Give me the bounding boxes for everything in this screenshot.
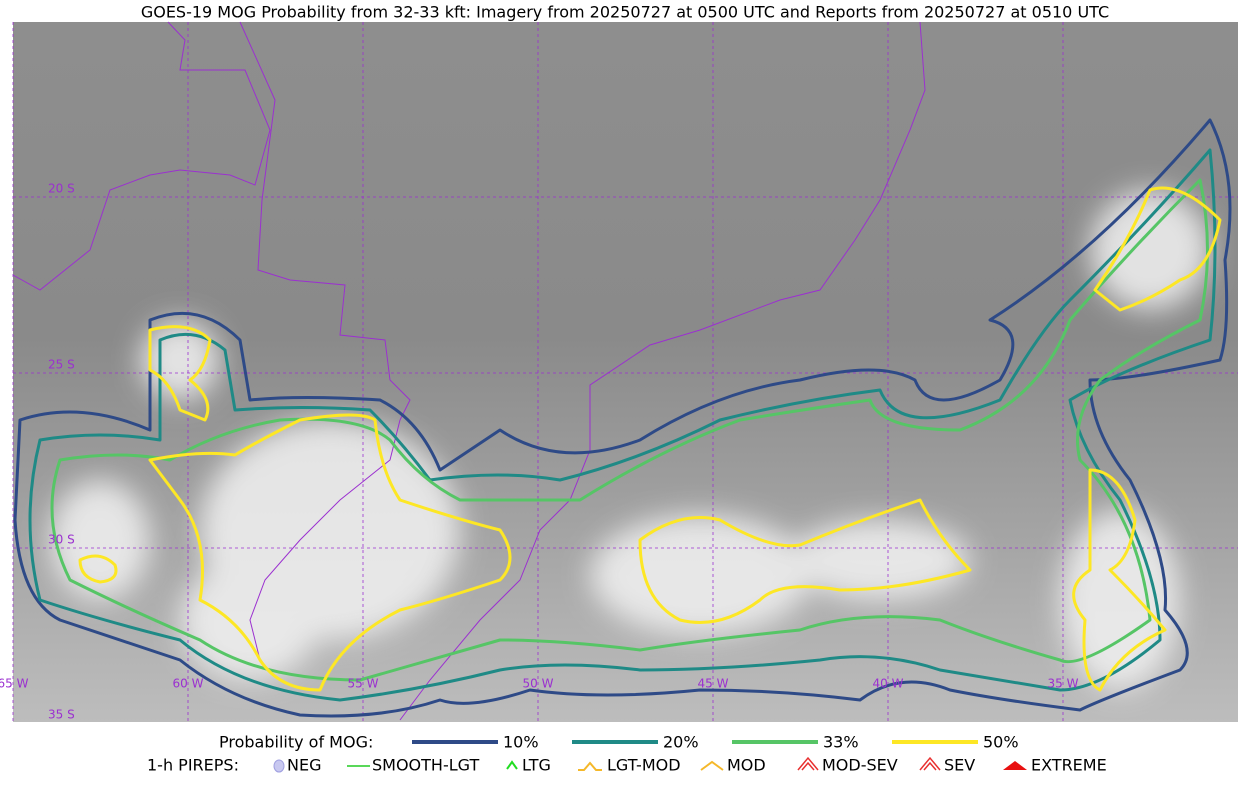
lat-label: 35 S	[48, 708, 75, 722]
lat-label: 30 S	[48, 533, 75, 547]
lon-label: 55 W	[348, 677, 379, 691]
legend-item: 33%	[823, 733, 859, 752]
legend-item: NEG	[287, 756, 321, 775]
lon-label: 65 W	[0, 677, 29, 691]
lon-label: 45 W	[698, 677, 729, 691]
lon-label: 60 W	[173, 677, 204, 691]
lon-label: 50 W	[523, 677, 554, 691]
legend-label: 1-h PIREPS:	[147, 756, 239, 775]
lat-label: 25 S	[48, 358, 75, 372]
legend-item: 10%	[503, 733, 539, 752]
legend-item: MOD-SEV	[822, 756, 898, 775]
lon-label: 40 W	[873, 677, 904, 691]
legend-item: SEV	[944, 756, 975, 775]
probability-legend: Probability of MOG: 10% 20% 33% 50%	[219, 733, 1019, 752]
legend-label: Probability of MOG:	[219, 733, 373, 752]
legend-item: SMOOTH-LGT	[372, 756, 479, 775]
legend-item: MOD	[727, 756, 766, 775]
legend-item: LGT-MOD	[607, 756, 681, 775]
legend-item: 50%	[983, 733, 1019, 752]
title: GOES-19 MOG Probability from 32-33 kft: …	[141, 3, 1109, 22]
grid-labels: 20 S 25 S 30 S 35 S 65 W 60 W 55 W 50 W …	[0, 182, 1079, 722]
pirep-legend: 1-h PIREPS: NEG SMOOTH-LGT LTG LGT-MOD M…	[147, 756, 1107, 775]
lat-label: 20 S	[48, 182, 75, 196]
map	[12, 21, 1238, 722]
legend-item: EXTREME	[1031, 756, 1107, 775]
legend-item: 20%	[663, 733, 699, 752]
lon-label: 35 W	[1048, 677, 1079, 691]
legend-item: LTG	[522, 756, 551, 775]
